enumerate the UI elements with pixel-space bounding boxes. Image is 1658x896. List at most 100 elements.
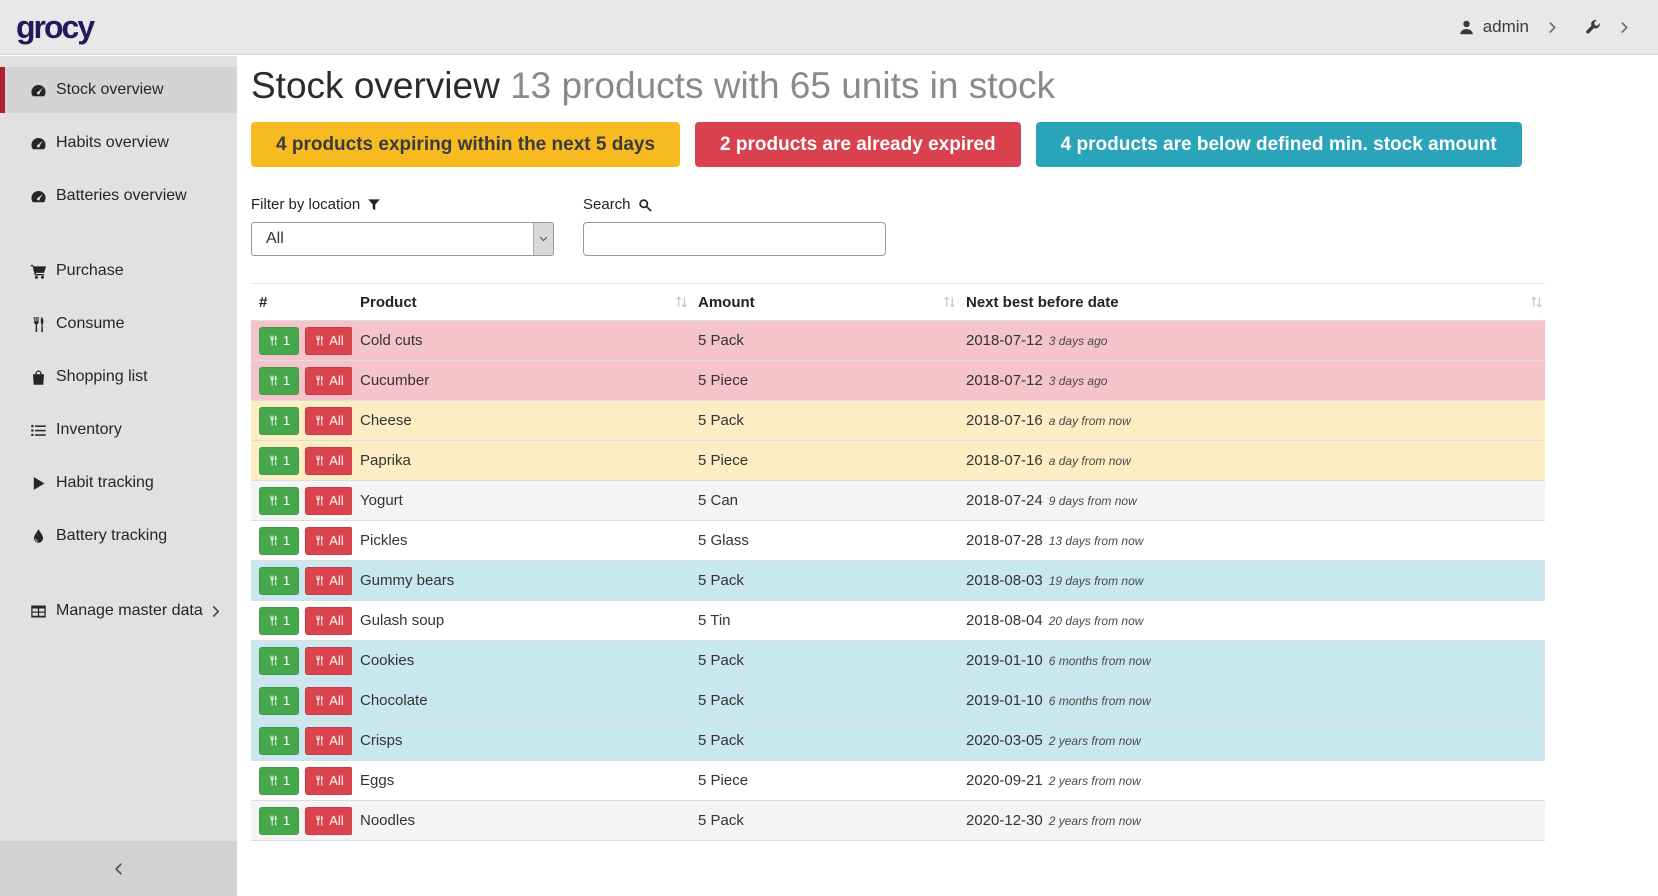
sidebar-item-stock-overview[interactable]: Stock overview (0, 67, 237, 113)
best-before-date: 2020-12-30 (966, 812, 1043, 829)
consume-1-label: 1 (283, 813, 290, 828)
consume-1-button[interactable]: 1 (259, 447, 299, 475)
consume-all-button[interactable]: All (305, 567, 352, 595)
consume-1-label: 1 (283, 413, 290, 428)
product-cell: Cheese (352, 401, 690, 441)
consume-1-button[interactable]: 1 (259, 607, 299, 635)
search-input[interactable] (583, 222, 886, 256)
consume-1-button[interactable]: 1 (259, 767, 299, 795)
consume-all-button[interactable]: All (305, 327, 352, 355)
consume-1-button[interactable]: 1 (259, 487, 299, 515)
sort-icon[interactable] (675, 296, 688, 309)
column-header-product[interactable]: Product (352, 284, 690, 321)
product-cell: Cucumber (352, 361, 690, 401)
consume-all-button[interactable]: All (305, 607, 352, 635)
consume-all-button[interactable]: All (305, 727, 352, 755)
product-cell: Paprika (352, 441, 690, 481)
consume-all-button[interactable]: All (305, 487, 352, 515)
grocy-logo[interactable]: grocy (16, 9, 93, 46)
product-cell: Cold cuts (352, 321, 690, 361)
sort-icon[interactable] (943, 296, 956, 309)
sidebar-collapse-button[interactable] (0, 841, 237, 896)
status-badge-2[interactable]: 4 products are below defined min. stock … (1036, 122, 1522, 167)
sidebar-item-label: Battery tracking (56, 527, 167, 545)
sidebar-item-consume[interactable]: Consume (0, 301, 237, 347)
sidebar-item-habits-overview[interactable]: Habits overview (0, 120, 237, 166)
consume-1-button[interactable]: 1 (259, 367, 299, 395)
sidebar-item-label: Habit tracking (56, 474, 154, 492)
consume-all-button[interactable]: All (305, 687, 352, 715)
consume-1-label: 1 (283, 533, 290, 548)
consume-all-button[interactable]: All (305, 447, 352, 475)
best-before-timeago: 9 days from now (1049, 494, 1137, 508)
consume-buttons-cell: 1All (251, 561, 352, 601)
utensils-icon (314, 655, 325, 666)
best-before-cell: 2018-08-0420 days from now (958, 601, 1545, 641)
stock-table-body: 1AllCold cuts5 Pack2018-07-123 days ago1… (251, 321, 1545, 841)
utensils-icon (314, 815, 325, 826)
location-filter-select[interactable]: All (251, 222, 554, 256)
column-header-amount[interactable]: Amount (690, 284, 958, 321)
consume-1-button[interactable]: 1 (259, 567, 299, 595)
table-row-noodles: 1AllNoodles5 Pack2020-12-302 years from … (251, 801, 1545, 841)
consume-1-label: 1 (283, 373, 290, 388)
settings-menu[interactable] (1584, 19, 1630, 36)
consume-1-button[interactable]: 1 (259, 687, 299, 715)
consume-all-button[interactable]: All (305, 647, 352, 675)
shopping-bag-icon (30, 369, 47, 386)
column-header-next-best-before-date[interactable]: Next best before date (958, 284, 1545, 321)
utensils-icon (268, 335, 279, 346)
chevron-down-icon[interactable] (533, 223, 553, 255)
consume-buttons-cell: 1 All (251, 361, 352, 401)
consume-buttons-cell: 1All (251, 641, 352, 681)
consume-1-button[interactable]: 1 (259, 407, 299, 435)
table-row-yogurt: 1AllYogurt5 Can2018-07-249 days from now (251, 481, 1545, 521)
sidebar-item-shopping-list[interactable]: Shopping list (0, 354, 237, 400)
location-filter: Filter by location All (251, 196, 554, 256)
table-row-gummy-bears: 1AllGummy bears5 Pack2018-08-0319 days f… (251, 561, 1545, 601)
sort-icon[interactable] (1530, 296, 1543, 309)
best-before-date: 2018-08-03 (966, 572, 1043, 589)
utensils-icon (268, 815, 279, 826)
consume-buttons-cell: 1All (251, 761, 352, 801)
consume-1-button[interactable]: 1 (259, 727, 299, 755)
table-row-cucumber: 1AllCucumber5 Piece2018-07-123 days ago (251, 361, 1545, 401)
page-title: Stock overview 13 products with 65 units… (251, 65, 1644, 107)
consume-all-button[interactable]: All (305, 367, 352, 395)
utensils-icon (314, 575, 325, 586)
sidebar-item-batteries-overview[interactable]: Batteries overview (0, 173, 237, 219)
product-cell: Gulash soup (352, 601, 690, 641)
best-before-timeago: 2 years from now (1049, 734, 1141, 748)
utensils-icon (268, 575, 279, 586)
consume-all-label: All (329, 453, 343, 468)
best-before-timeago: a day from now (1049, 454, 1131, 468)
status-badge-1[interactable]: 2 products are already expired (695, 122, 1021, 167)
consume-1-label: 1 (283, 693, 290, 708)
best-before-cell: 2018-07-16a day from now (958, 401, 1545, 441)
product-cell: Pickles (352, 521, 690, 561)
consume-all-button[interactable]: All (305, 767, 352, 795)
product-cell: Chocolate (352, 681, 690, 721)
consume-all-button[interactable]: All (305, 527, 352, 555)
best-before-date: 2018-07-24 (966, 492, 1043, 509)
status-badge-0[interactable]: 4 products expiring within the next 5 da… (251, 122, 680, 167)
consume-1-button[interactable]: 1 (259, 647, 299, 675)
sidebar-item-inventory[interactable]: Inventory (0, 407, 237, 453)
sidebar-item-habit-tracking[interactable]: Habit tracking (0, 460, 237, 506)
sidebar-item-manage-master-data[interactable]: Manage master data (0, 588, 237, 634)
consume-1-button[interactable]: 1 (259, 327, 299, 355)
consume-all-button[interactable]: All (305, 807, 352, 835)
user-menu[interactable]: admin (1458, 17, 1558, 37)
sidebar-item-battery-tracking[interactable]: Battery tracking (0, 513, 237, 559)
sidebar-item-label: Purchase (56, 262, 124, 280)
amount-cell: 5 Pack (690, 641, 958, 681)
best-before-date: 2018-08-04 (966, 612, 1043, 629)
best-before-cell: 2019-01-106 months from now (958, 641, 1545, 681)
consume-1-button[interactable]: 1 (259, 807, 299, 835)
consume-all-button[interactable]: All (305, 407, 352, 435)
amount-cell: 5 Pack (690, 561, 958, 601)
consume-1-button[interactable]: 1 (259, 527, 299, 555)
utensils-icon (268, 495, 279, 506)
consume-1-label: 1 (283, 733, 290, 748)
sidebar-item-purchase[interactable]: Purchase (0, 248, 237, 294)
